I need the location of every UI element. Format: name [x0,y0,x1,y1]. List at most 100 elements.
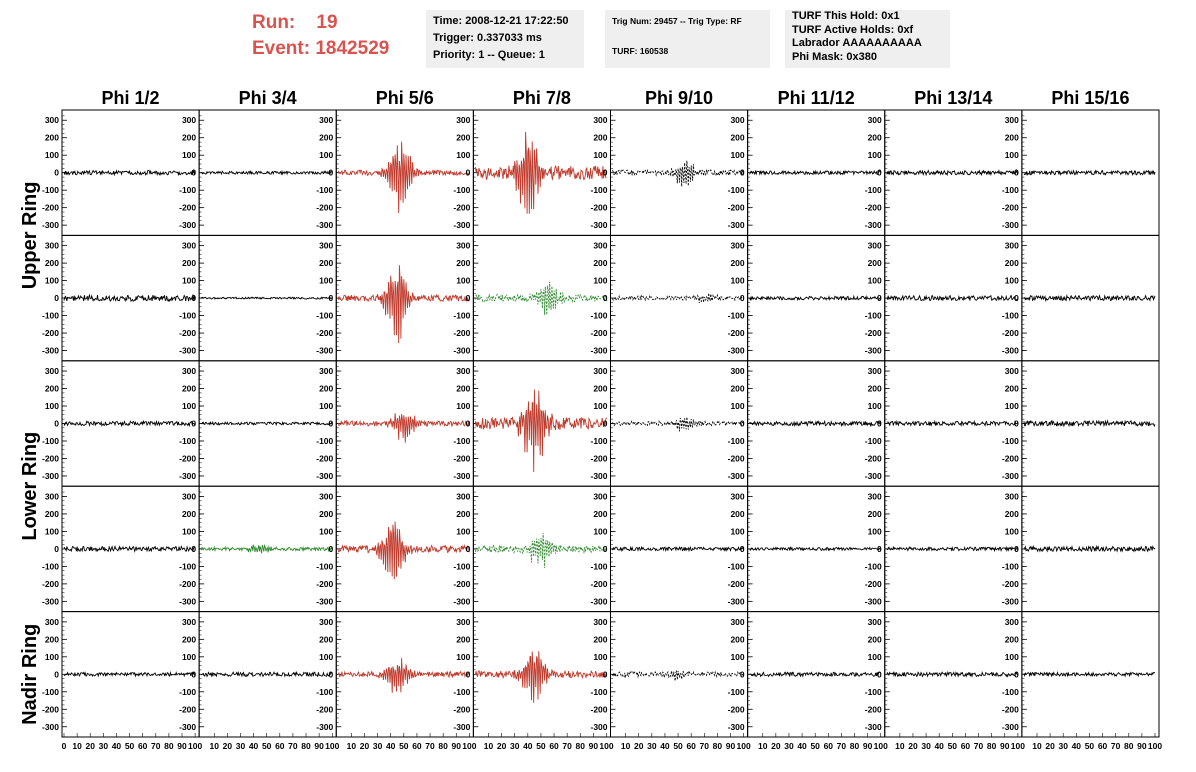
y-tick-label: 300 [182,366,196,376]
y-tick-label: 100 [730,276,744,286]
y-tick-label: -100 [865,185,882,195]
waveform-trace-5-6 [749,671,881,678]
y-tick-label: -100 [1002,311,1019,321]
waveform-trace-1-3 [337,141,470,214]
waveform-trace-3-4 [474,389,607,473]
y-tick-label: 300 [45,241,59,251]
x-tick-label: 100 [737,741,751,751]
turf-active-line: TURF Active Holds: 0xf [792,23,914,36]
y-tick-label: 300 [868,491,882,501]
y-tick-label: -100 [1002,436,1019,446]
y-tick-label: 100 [456,150,470,160]
y-tick-label: 100 [456,652,470,662]
y-tick-label: 0 [1014,419,1019,429]
x-tick-label: 100 [188,741,202,751]
y-tick-label: -300 [179,471,196,481]
x-tick-label: 10 [347,741,357,751]
y-tick-label: -100 [42,561,59,571]
y-tick-label: 200 [593,258,607,268]
y-tick-label: 100 [1005,276,1019,286]
y-tick-label: 0 [191,544,196,554]
y-tick-label: 0 [54,419,59,429]
y-tick-label: 300 [593,491,607,501]
y-tick-label: -200 [1002,579,1019,589]
y-tick-label: -100 [728,185,745,195]
y-tick-label: -100 [590,561,607,571]
x-tick-label: 60 [412,741,422,751]
y-tick-label: 0 [877,544,882,554]
x-tick-label: 20 [771,741,781,751]
y-tick-label: -200 [42,579,59,589]
y-tick-label: 0 [191,168,196,178]
y-tick-label: 300 [456,241,470,251]
y-tick-label: 0 [603,293,608,303]
waveform-trace-2-6 [749,294,882,302]
y-tick-label: 200 [593,133,607,143]
y-tick-label: 0 [466,168,471,178]
y-tick-label: 0 [1014,293,1019,303]
y-tick-label: 300 [593,115,607,125]
y-tick-label: -100 [179,185,196,195]
y-tick-label: -100 [590,687,607,697]
y-tick-label: -300 [590,471,607,481]
y-tick-label: -300 [179,722,196,732]
y-tick-label: 0 [603,544,608,554]
x-tick-label: 100 [1148,741,1162,751]
y-tick-label: 200 [868,509,882,519]
waveform-trace-5-4 [474,651,607,703]
y-tick-label: -200 [865,579,882,589]
waveform-trace-3-5 [612,417,744,432]
y-tick-label: -300 [728,596,745,606]
y-tick-label: 300 [868,617,882,627]
y-tick-label: 0 [877,669,882,679]
x-tick-label: 80 [164,741,174,751]
y-tick-label: -300 [865,722,882,732]
y-tick-label: 0 [740,419,745,429]
y-tick-label: -200 [1002,704,1019,714]
y-tick-label: -100 [865,311,882,321]
y-tick-label: 300 [1005,241,1019,251]
x-tick-label: 20 [85,741,95,751]
x-tick-label: 90 [726,741,736,751]
y-tick-label: -200 [453,328,470,338]
column-header-5: Phi 9/10 [645,88,713,108]
run-label: Run: [252,12,296,33]
y-tick-label: -100 [316,436,333,446]
y-tick-label: -300 [316,220,333,230]
y-tick-label: -200 [453,704,470,714]
y-tick-label: 100 [45,150,59,160]
x-tick-label: 40 [249,741,259,751]
y-tick-label: -200 [42,328,59,338]
y-tick-label: 100 [593,652,607,662]
y-tick-label: 200 [456,384,470,394]
y-tick-label: 300 [868,366,882,376]
x-tick-label: 90 [452,741,462,751]
y-tick-label: -200 [42,453,59,463]
y-tick-label: 100 [319,150,333,160]
y-tick-label: 300 [730,366,744,376]
y-tick-label: 300 [319,617,333,627]
y-tick-label: 100 [730,401,744,411]
y-tick-label: -100 [316,687,333,697]
x-tick-label: 20 [497,741,507,751]
x-tick-label: 50 [262,741,272,751]
y-tick-label: 200 [730,258,744,268]
y-tick-label: 300 [45,617,59,627]
y-tick-label: 200 [868,133,882,143]
y-tick-label: 100 [1005,150,1019,160]
y-tick-label: -100 [728,436,745,446]
x-tick-label: 10 [1032,741,1042,751]
y-tick-label: 100 [45,276,59,286]
y-tick-label: 300 [319,366,333,376]
y-tick-label: 200 [1005,509,1019,519]
y-tick-label: -100 [179,561,196,571]
y-tick-label: 200 [730,384,744,394]
y-tick-label: -200 [865,203,882,213]
y-tick-label: -100 [316,311,333,321]
y-tick-label: 0 [329,293,334,303]
y-tick-label: 100 [45,401,59,411]
y-tick-label: 300 [868,241,882,251]
y-tick-label: 0 [191,419,196,429]
y-tick-label: 300 [730,491,744,501]
y-tick-label: 300 [1005,491,1019,501]
